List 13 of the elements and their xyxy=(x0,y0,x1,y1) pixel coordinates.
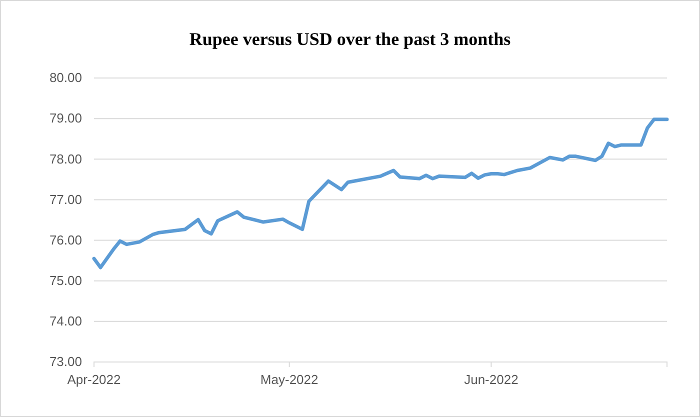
chart-title: Rupee versus USD over the past 3 months xyxy=(189,29,511,49)
y-tick-label: 75.00 xyxy=(49,273,82,288)
y-tick-label: 80.00 xyxy=(49,70,82,86)
y-tick-label: 76.00 xyxy=(49,232,82,248)
y-tick-label: 79.00 xyxy=(49,110,82,126)
y-tick-label: 78.00 xyxy=(49,151,82,166)
y-tick-label: 73.00 xyxy=(49,354,82,370)
y-tick-label: 77.00 xyxy=(49,192,82,207)
x-tick-label: Jun-2022 xyxy=(464,372,518,388)
y-tick-label: 74.00 xyxy=(49,314,82,329)
line-series xyxy=(92,118,669,270)
x-tick-label: Apr-2022 xyxy=(67,372,121,388)
x-tick-label: May-2022 xyxy=(260,372,318,388)
